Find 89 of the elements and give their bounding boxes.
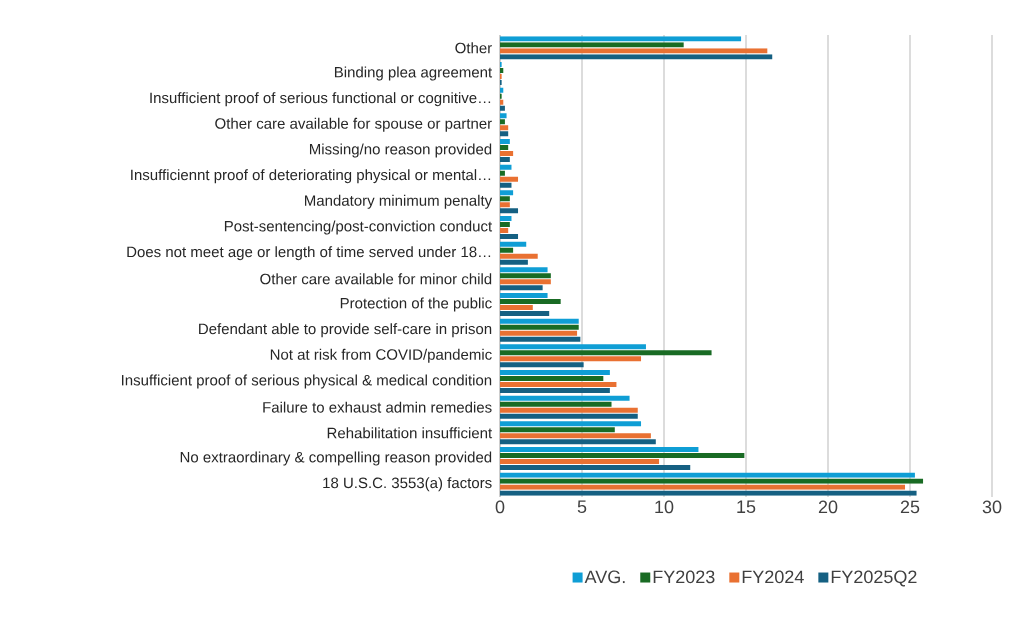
bar	[500, 369, 610, 375]
bar	[500, 144, 509, 150]
bar	[500, 227, 509, 233]
y-tick-label: Post-sentencing/post-conviction conduct	[224, 220, 493, 235]
bar	[500, 247, 514, 253]
bar	[500, 196, 510, 202]
y-tick-label: Protection of the public	[340, 297, 492, 312]
x-tick-label: 25	[900, 500, 920, 514]
bar	[500, 156, 510, 162]
y-tick-label: Not at risk from COVID/pandemic	[270, 348, 492, 363]
bar	[500, 285, 543, 291]
bar	[500, 131, 509, 137]
bar	[500, 119, 505, 125]
x-tick-label: 10	[655, 500, 674, 514]
y-tick-label: Does not meet age or length of time served under 18…	[127, 246, 491, 261]
bar	[500, 298, 561, 304]
bar	[500, 176, 519, 182]
bar	[500, 267, 548, 273]
y-tick-label: Insufficient proof of serious physical & medical condition	[121, 374, 492, 389]
legend-label: FY2024	[742, 570, 804, 584]
y-tick-label: Other care available for spouse or partner	[215, 117, 492, 132]
y-tick-label: Rehabilitation insufficient	[327, 427, 493, 439]
y-tick-label: Insufficiennt proof of deteriorating physical or mental…	[131, 169, 491, 184]
bar	[500, 310, 550, 316]
x-tick-label: 0	[495, 500, 505, 514]
bar	[500, 279, 551, 285]
y-tick-label: Other	[455, 42, 492, 54]
bar	[500, 421, 642, 427]
bar	[500, 164, 512, 170]
bar	[500, 427, 615, 433]
x-tick-label: 15	[737, 500, 756, 514]
bar	[500, 292, 548, 298]
bar	[500, 395, 630, 401]
bar	[500, 215, 512, 221]
legend-label: FY2023	[653, 570, 715, 584]
y-tick-label: No extraordinary & compelling reason provided	[180, 451, 492, 466]
bar	[500, 344, 646, 350]
bar	[500, 381, 617, 387]
legend-label: FY2025Q2	[831, 570, 917, 587]
y-tick-label: Failure to exhaust admin remedies	[263, 401, 492, 413]
bar	[500, 259, 528, 265]
legend-label: AVG.	[584, 570, 625, 584]
x-tick-label: 20	[818, 500, 838, 514]
bar	[500, 190, 514, 196]
bar	[500, 458, 660, 464]
bar	[500, 336, 581, 342]
bar	[500, 233, 519, 239]
bar	[500, 241, 527, 247]
bar	[500, 387, 610, 393]
bar	[500, 202, 510, 208]
bar	[500, 362, 584, 368]
y-tick-label: Other care available for minor child	[260, 273, 492, 285]
bar	[500, 125, 509, 131]
x-tick-label: 30	[982, 500, 1002, 514]
bar	[500, 375, 604, 381]
bar	[500, 407, 638, 413]
bar	[500, 356, 642, 362]
bar	[500, 330, 578, 336]
y-tick-label: Missing/no reason provided	[309, 143, 492, 158]
bar	[500, 318, 579, 324]
bar	[500, 464, 691, 470]
y-tick-label: Mandatory minimum penalty	[305, 194, 493, 209]
bar	[500, 452, 745, 458]
bar	[500, 273, 551, 279]
bar	[500, 350, 712, 356]
bar	[500, 170, 505, 176]
x-tick-label: 5	[577, 500, 587, 514]
bar	[500, 221, 510, 227]
bar	[500, 324, 579, 330]
bar	[500, 413, 638, 419]
y-tick-label: Binding plea agreement	[334, 66, 493, 81]
bar	[500, 138, 510, 144]
y-tick-label: 18 U.S.C. 3553(a) factors	[323, 477, 492, 492]
bar	[500, 433, 651, 439]
y-tick-label: Insufficient proof of serious functional or cognitive…	[150, 92, 491, 107]
bar	[500, 68, 504, 73]
bar	[500, 304, 533, 310]
bar	[500, 208, 519, 214]
bar	[500, 253, 538, 259]
bar	[500, 113, 507, 119]
bar	[500, 87, 504, 93]
bar	[500, 446, 699, 452]
y-tick-label: Defendant able to provide self-care in prison	[199, 323, 492, 338]
bar	[500, 439, 656, 445]
bar	[500, 105, 505, 111]
bar	[500, 401, 612, 407]
bar	[500, 182, 512, 188]
bar	[500, 151, 514, 156]
bar	[500, 99, 504, 105]
